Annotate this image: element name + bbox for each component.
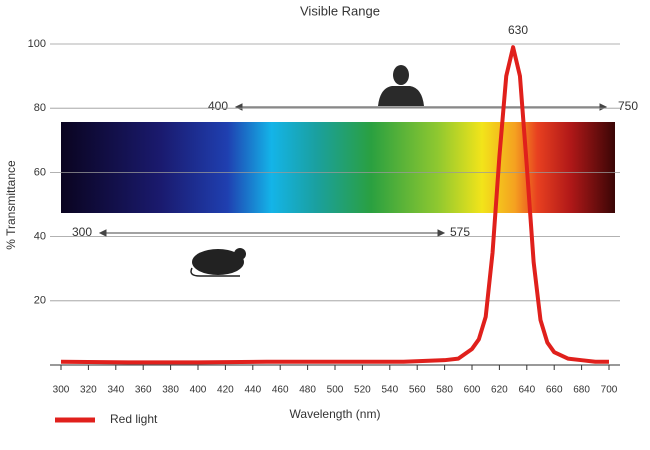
y-tick-label: 20: [34, 295, 46, 307]
data-line: [60, 45, 609, 365]
x-tick-label: 700: [601, 385, 618, 396]
x-axis-label: Wavelength (nm): [290, 407, 381, 421]
annotation: 750: [618, 99, 638, 113]
legend-label: Red light: [110, 412, 158, 426]
y-tick-label: 80: [34, 102, 46, 114]
x-tick-label: 420: [217, 385, 234, 396]
annotation: 300: [72, 225, 92, 239]
x-tick-label: 500: [327, 385, 344, 396]
x-tick-label: 340: [107, 385, 124, 396]
y-axis-label: % Transmittance: [4, 160, 18, 250]
annotation: 630: [508, 23, 528, 37]
chart-title: Visible Range: [300, 3, 380, 18]
x-tick-label: 460: [272, 385, 289, 396]
x-tick-label: 540: [381, 385, 398, 396]
x-tick-label: 580: [436, 385, 453, 396]
x-tick-label: 600: [464, 385, 481, 396]
annotation: 575: [450, 225, 470, 239]
x-tick-label: 640: [518, 385, 535, 396]
mouse-icon: [190, 248, 246, 277]
y-tick-label: 40: [34, 231, 46, 243]
x-tick-label: 480: [299, 385, 316, 396]
x-tick-label: 380: [162, 385, 179, 396]
x-tick-label: 520: [354, 385, 371, 396]
x-tick-label: 320: [80, 385, 97, 396]
x-tick-label: 560: [409, 385, 426, 396]
x-tick-label: 680: [573, 385, 590, 396]
x-tick-label: 660: [546, 385, 563, 396]
spectrum-band: [61, 122, 615, 213]
y-tick-label: 100: [28, 38, 46, 50]
x-tick-label: 620: [491, 385, 508, 396]
x-tick-label: 440: [244, 385, 261, 396]
x-tick-label: 300: [53, 385, 70, 396]
human-icon: [378, 65, 424, 106]
y-tick-label: 60: [34, 166, 46, 178]
annotation: 400: [208, 99, 228, 113]
x-tick-label: 360: [135, 385, 152, 396]
x-tick-label: 400: [190, 385, 207, 396]
